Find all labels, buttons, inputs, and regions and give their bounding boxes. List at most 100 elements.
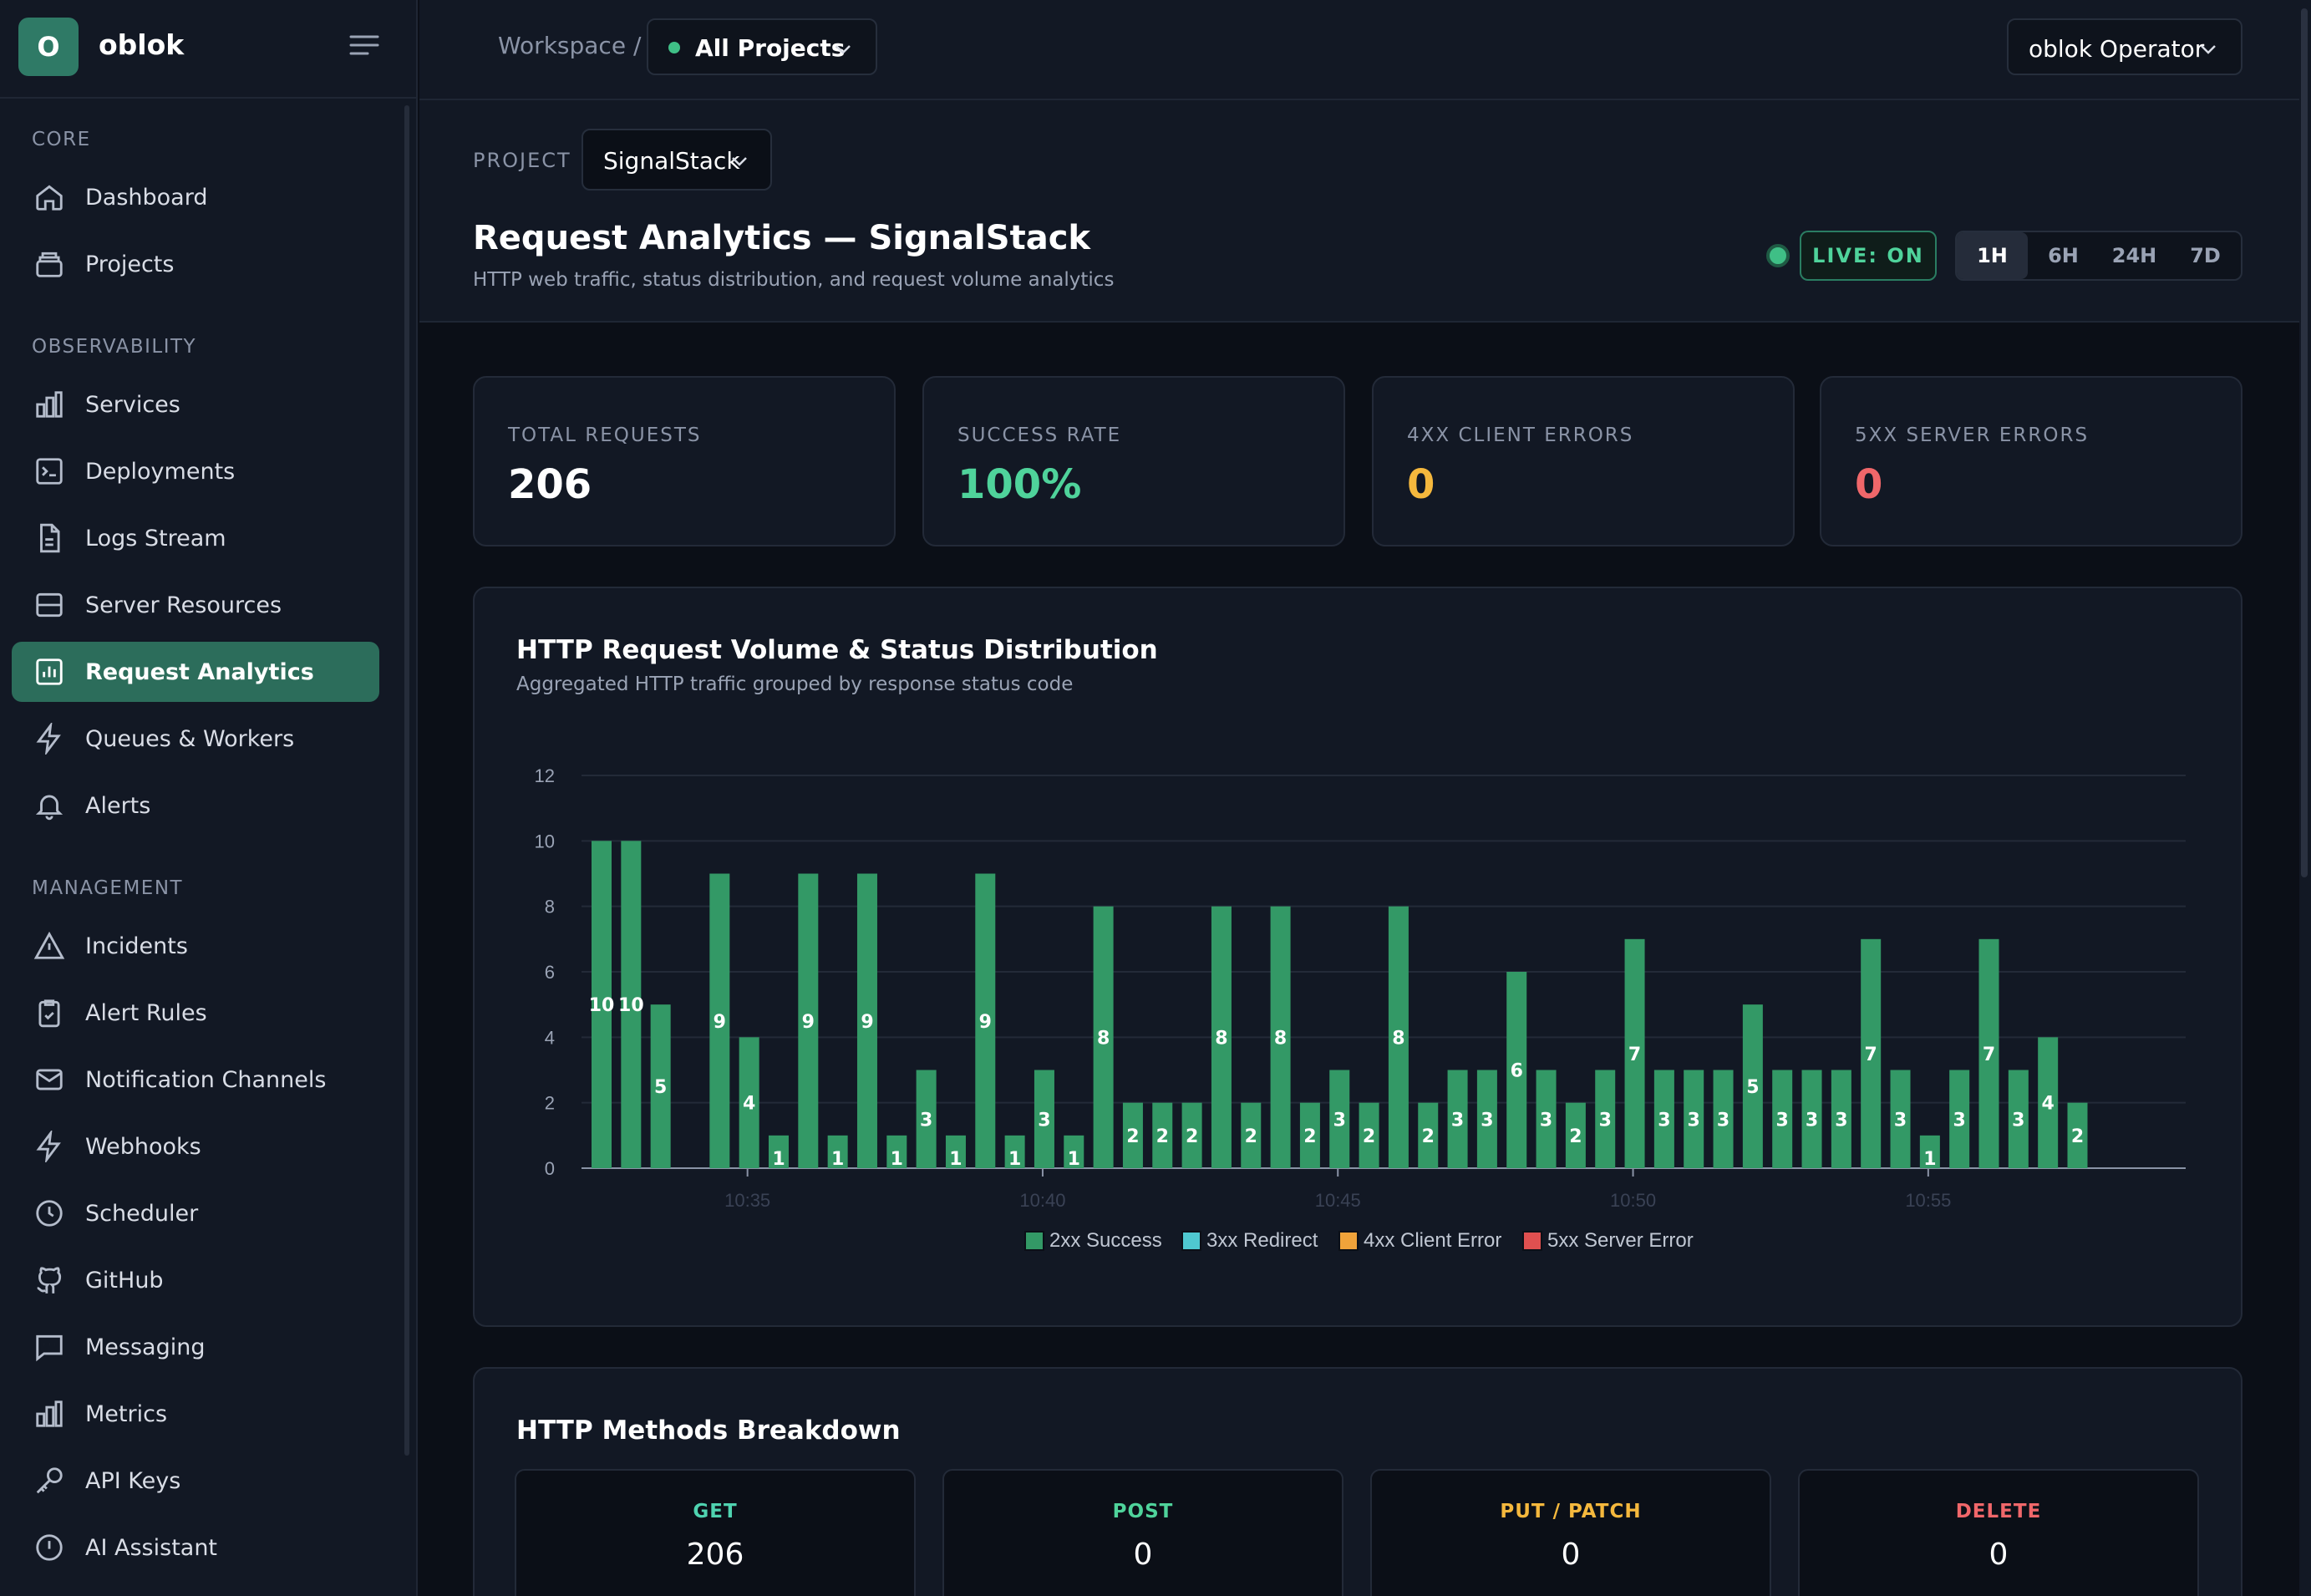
methods-card: HTTP Methods Breakdown GET 206 POST 0 PU… — [473, 1367, 2242, 1596]
project-switcher-label: All Projects — [695, 34, 846, 62]
sidebar-item-logs-stream[interactable]: Logs Stream — [12, 508, 379, 568]
project-select[interactable]: SignalStack — [582, 129, 772, 191]
sidebar-item-dashboard[interactable]: Dashboard — [12, 167, 379, 227]
page-scrollbar-thumb[interactable] — [2301, 8, 2308, 877]
sidebar-item-request-analytics[interactable]: Request Analytics — [12, 642, 379, 702]
user-menu[interactable]: oblok Operator — [2007, 18, 2242, 75]
sidebar-item-api-keys[interactable]: API Keys — [12, 1451, 379, 1511]
sidebar-item-label: Messaging — [85, 1334, 206, 1360]
legend-label: 3xx Redirect — [1206, 1229, 1318, 1252]
bar-2xx — [975, 873, 996, 1168]
project-switcher[interactable]: All Projects — [647, 18, 877, 75]
stat-value: 0 — [1855, 461, 1883, 508]
sidebar-item-label: Server Resources — [85, 592, 282, 618]
live-toggle[interactable]: LIVE: ON — [1800, 231, 1937, 281]
bar-data-label: 3 — [1451, 1110, 1464, 1131]
range-7d-button[interactable]: 7D — [2190, 244, 2221, 267]
warning-icon — [33, 931, 65, 959]
bar-2xx — [1565, 1102, 1586, 1168]
bar-data-label: 2 — [1363, 1126, 1375, 1147]
y-tick-label: 0 — [545, 1158, 555, 1179]
bolt-icon — [36, 1131, 61, 1162]
bar-2xx — [798, 873, 819, 1168]
stat-value: 0 — [1407, 461, 1435, 508]
bar-2xx — [1684, 1070, 1704, 1168]
bar-2xx — [709, 873, 730, 1168]
bar-data-label: 8 — [1274, 1028, 1287, 1049]
methods-title: HTTP Methods Breakdown — [516, 1416, 901, 1446]
sidebar-item-label: Deployments — [85, 458, 236, 485]
message-icon — [36, 1334, 63, 1362]
bar-2xx — [1359, 1102, 1379, 1168]
sidebar-item-queues-workers[interactable]: Queues & Workers — [12, 709, 379, 769]
bar-2xx — [945, 1135, 966, 1168]
bar-data-label: 2 — [1569, 1126, 1582, 1147]
bar-2xx — [1004, 1135, 1025, 1168]
range-1h-button[interactable]: 1H — [1957, 232, 2028, 279]
y-tick-label: 8 — [545, 897, 555, 917]
page-title: Request Analytics — SignalStack — [473, 219, 1091, 257]
bar-data-label: 7 — [1865, 1045, 1877, 1065]
bar-data-label: 8 — [1392, 1028, 1404, 1049]
sidebar-item-notification-channels[interactable]: Notification Channels — [12, 1050, 379, 1110]
bar-2xx — [1270, 906, 1291, 1168]
stat-card-total-requests: TOTAL REQUESTS 206 — [473, 376, 896, 546]
bar-data-label: 3 — [1806, 1110, 1818, 1131]
bar-2xx — [1329, 1070, 1350, 1168]
nav-section-observability: OBSERVABILITY — [32, 336, 197, 358]
bar-2xx — [1742, 1004, 1763, 1168]
bar-data-label: 5 — [1746, 1077, 1759, 1098]
legend-label: 2xx Success — [1049, 1229, 1162, 1252]
bar-2xx — [1211, 906, 1232, 1168]
sidebar-item-metrics[interactable]: Metrics — [12, 1384, 379, 1444]
bar-data-label: 3 — [920, 1110, 932, 1131]
bar-2xx — [1241, 1102, 1262, 1168]
bar-data-label: 3 — [1894, 1110, 1907, 1131]
bar-2xx — [1861, 938, 1882, 1168]
sidebar-item-incidents[interactable]: Incidents — [12, 916, 379, 976]
bar-data-label: 9 — [802, 1012, 815, 1033]
bar-data-label: 8 — [1097, 1028, 1110, 1049]
bar-2xx — [1772, 1070, 1793, 1168]
range-6h-button[interactable]: 6H — [2048, 244, 2079, 267]
bar-data-label: 2 — [1186, 1126, 1198, 1147]
sidebar-item-deployments[interactable]: Deployments — [12, 441, 379, 501]
x-tick-label: 10:45 — [1315, 1190, 1361, 1211]
user-menu-label: oblok Operator — [2029, 35, 2205, 63]
legend-item-2xx[interactable]: 2xx Success — [1024, 1228, 1162, 1253]
bar-data-label: 2 — [1422, 1126, 1435, 1147]
file-text-icon — [40, 523, 60, 553]
bar-data-label: 1 — [891, 1149, 903, 1170]
sidebar-item-alerts[interactable]: Alerts — [12, 775, 379, 836]
sidebar-item-label: Queues & Workers — [85, 725, 295, 752]
legend-item-3xx[interactable]: 3xx Redirect — [1181, 1228, 1318, 1253]
sidebar-scrollbar[interactable] — [404, 105, 409, 1456]
sidebar-item-alert-rules[interactable]: Alert Rules — [12, 983, 379, 1043]
stat-value: 100% — [957, 461, 1082, 508]
sidebar-item-services[interactable]: Services — [12, 374, 379, 435]
menu-toggle-icon[interactable] — [349, 32, 379, 58]
bar-chart-icon — [36, 1400, 63, 1427]
bar-data-label: 8 — [1215, 1028, 1227, 1049]
chevron-down-icon — [2201, 45, 2216, 54]
chart-subtitle: Aggregated HTTP traffic grouped by respo… — [516, 673, 1074, 695]
bar-data-label: 6 — [1511, 1061, 1523, 1082]
bar-data-label: 9 — [714, 1012, 726, 1033]
sidebar-item-webhooks[interactable]: Webhooks — [12, 1116, 379, 1177]
sidebar-item-github[interactable]: GitHub — [12, 1250, 379, 1310]
bar-data-label: 3 — [1835, 1110, 1847, 1131]
x-tick-label: 10:35 — [724, 1190, 770, 1211]
bar-data-label: 3 — [1038, 1110, 1050, 1131]
sidebar-item-messaging[interactable]: Messaging — [12, 1317, 379, 1377]
legend-item-4xx[interactable]: 4xx Client Error — [1338, 1228, 1501, 1253]
sidebar-item-scheduler[interactable]: Scheduler — [12, 1183, 379, 1243]
range-24h-button[interactable]: 24H — [2111, 244, 2157, 267]
bar-2xx — [768, 1135, 789, 1168]
sidebar-item-projects[interactable]: Projects — [12, 234, 379, 294]
bar-data-label: 7 — [1628, 1045, 1641, 1065]
legend-label: 5xx Server Error — [1547, 1229, 1694, 1252]
sidebar-item-server-resources[interactable]: Server Resources — [12, 575, 379, 635]
sidebar-item-ai-assistant[interactable]: AI Assistant — [12, 1517, 379, 1578]
legend-item-5xx[interactable]: 5xx Server Error — [1522, 1228, 1694, 1253]
